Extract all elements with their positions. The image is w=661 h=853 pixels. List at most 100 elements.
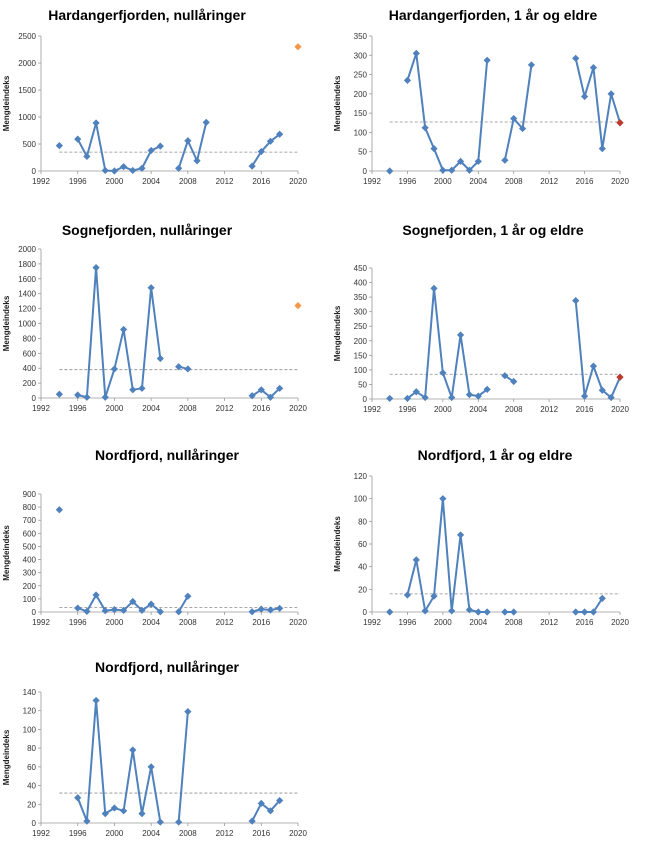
x-tick-label: 1992 bbox=[363, 618, 381, 627]
data-point bbox=[439, 166, 447, 174]
x-tick-label: 2016 bbox=[252, 177, 270, 186]
y-tick-label: 100 bbox=[354, 128, 368, 137]
data-point bbox=[266, 393, 275, 401]
chart-svg: Sognefjorden, 1 år og eldre Mengdeindeks 0… bbox=[333, 222, 629, 414]
y-tick-label: 1500 bbox=[18, 86, 36, 95]
data-point bbox=[138, 164, 146, 172]
x-tick-label: 2016 bbox=[252, 618, 270, 627]
data-point bbox=[456, 331, 465, 339]
chart-title: Nordfjord, 1 år og eldre bbox=[418, 447, 573, 463]
y-tick-label: 300 bbox=[354, 51, 368, 60]
series-line bbox=[406, 287, 488, 400]
data-point bbox=[175, 363, 183, 371]
y-tick-label: 800 bbox=[23, 503, 37, 512]
data-point bbox=[184, 137, 192, 145]
x-tick-label: 1996 bbox=[69, 404, 87, 413]
data-point bbox=[276, 130, 284, 138]
data-point bbox=[120, 163, 128, 171]
data-point bbox=[483, 56, 491, 64]
data-point bbox=[266, 606, 275, 614]
data-point bbox=[412, 49, 420, 57]
x-tick-label: 2012 bbox=[540, 405, 558, 414]
x-tick-label: 2000 bbox=[106, 404, 124, 413]
x-tick-label: 2008 bbox=[179, 618, 197, 627]
x-tick-label: 2000 bbox=[434, 177, 452, 186]
data-point bbox=[439, 495, 447, 503]
x-tick-label: 2020 bbox=[611, 177, 629, 186]
data-point bbox=[55, 390, 63, 398]
data-point bbox=[598, 594, 606, 602]
x-tick-label: 2000 bbox=[434, 405, 452, 414]
data-point bbox=[129, 746, 137, 754]
data-point bbox=[184, 708, 192, 716]
data-point bbox=[74, 794, 82, 802]
x-tick-label: 1996 bbox=[69, 829, 87, 838]
chart-sogne-adults: Sognefjorden, 1 år og eldre Mengdeindeks 0… bbox=[330, 212, 661, 427]
y-tick-label: 100 bbox=[354, 366, 368, 375]
x-tick-label: 2000 bbox=[106, 618, 124, 627]
data-point bbox=[92, 119, 100, 127]
y-tick-label: 120 bbox=[23, 707, 37, 716]
data-point bbox=[156, 142, 164, 150]
y-tick-label: 250 bbox=[354, 71, 368, 80]
highlight-data-point bbox=[616, 119, 624, 127]
data-point bbox=[572, 608, 580, 616]
series-line bbox=[251, 387, 281, 399]
x-tick-label: 1992 bbox=[32, 404, 50, 413]
data-point bbox=[572, 297, 580, 305]
data-point bbox=[248, 817, 256, 825]
chart-title: Sognefjorden, 1 år og eldre bbox=[402, 222, 583, 238]
x-tick-label: 1996 bbox=[399, 618, 417, 627]
y-tick-label: 0 bbox=[32, 394, 37, 403]
data-point bbox=[430, 592, 438, 600]
y-axis-label: Mengdeindeks bbox=[2, 75, 11, 131]
y-tick-label: 450 bbox=[354, 264, 368, 273]
y-tick-label: 700 bbox=[23, 516, 37, 525]
series-line bbox=[77, 593, 161, 613]
chart-sogne-juveniles: Sognefjorden, nullåringer Mengdeindeks 0 20… bbox=[0, 212, 330, 427]
y-tick-label: 0 bbox=[32, 819, 37, 828]
y-tick-label: 400 bbox=[23, 556, 37, 565]
chart-title: Nordfjord, nullåringer bbox=[95, 659, 239, 675]
y-tick-label: 0 bbox=[363, 167, 368, 176]
y-tick-label: 350 bbox=[354, 32, 368, 41]
data-point bbox=[74, 604, 82, 612]
y-tick-label: 900 bbox=[23, 490, 37, 499]
data-point bbox=[598, 145, 606, 153]
data-point bbox=[580, 92, 589, 101]
y-tick-label: 60 bbox=[358, 540, 367, 549]
chart-nordfjord-juveniles: Nordfjord, nullåringer Mengdeindeks 0 100 20… bbox=[0, 440, 330, 640]
data-point bbox=[448, 393, 456, 402]
data-point bbox=[572, 54, 580, 62]
x-tick-label: 2020 bbox=[611, 618, 629, 627]
x-tick-label: 2020 bbox=[289, 829, 307, 838]
series-line bbox=[177, 595, 189, 613]
data-point bbox=[83, 817, 91, 825]
data-point bbox=[184, 365, 192, 373]
data-point bbox=[386, 608, 394, 616]
y-tick-label: 120 bbox=[354, 472, 368, 481]
data-point bbox=[386, 167, 394, 175]
chart-hardanger-juveniles: Hardangerfjorden, nullåringer Mengdeindek… bbox=[0, 0, 330, 205]
data-point bbox=[580, 608, 589, 616]
data-point bbox=[483, 608, 491, 616]
data-point bbox=[110, 804, 119, 812]
data-point bbox=[193, 157, 201, 165]
x-tick-label: 1996 bbox=[69, 177, 87, 186]
x-tick-label: 2004 bbox=[142, 829, 160, 838]
y-tick-label: 200 bbox=[23, 379, 37, 388]
data-point bbox=[83, 393, 91, 401]
data-point bbox=[589, 608, 598, 616]
y-axis-label: Mengdeindeks bbox=[333, 75, 342, 131]
data-point bbox=[92, 696, 100, 705]
data-point bbox=[607, 393, 615, 402]
y-tick-label: 100 bbox=[23, 725, 37, 734]
x-tick-label: 2000 bbox=[434, 618, 452, 627]
data-point bbox=[92, 264, 100, 272]
data-point bbox=[101, 393, 109, 401]
x-tick-label: 2008 bbox=[505, 618, 523, 627]
x-tick-label: 1992 bbox=[363, 405, 381, 414]
series-line bbox=[251, 799, 281, 822]
x-tick-label: 1996 bbox=[399, 405, 417, 414]
data-point bbox=[386, 394, 394, 403]
